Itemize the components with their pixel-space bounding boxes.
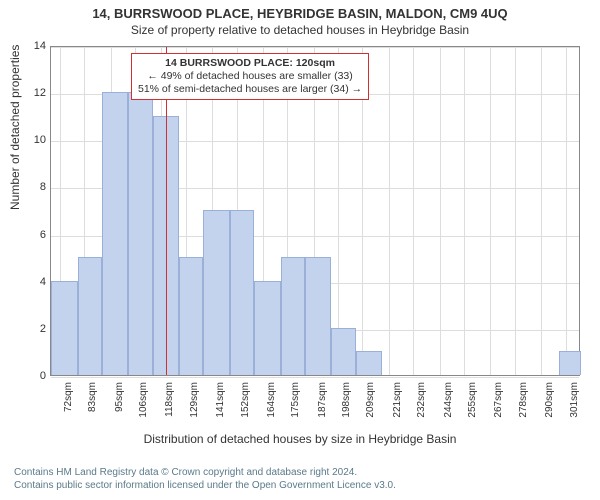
gridline-v <box>490 47 491 375</box>
histogram-bar <box>203 210 230 375</box>
annotation-line-1: 14 BURRSWOOD PLACE: 120sqm <box>138 57 362 70</box>
x-tick-label: 152sqm <box>240 382 251 422</box>
gridline-v <box>541 47 542 375</box>
x-tick-label: 106sqm <box>138 382 149 422</box>
chart-container: 14, BURRSWOOD PLACE, HEYBRIDGE BASIN, MA… <box>0 0 600 500</box>
x-tick-label: 232sqm <box>416 382 427 422</box>
histogram-bar <box>254 281 281 375</box>
chart-title: 14, BURRSWOOD PLACE, HEYBRIDGE BASIN, MA… <box>0 0 600 21</box>
histogram-bar <box>281 257 305 375</box>
y-tick-label: 10 <box>28 134 46 146</box>
histogram-bar <box>356 351 383 375</box>
histogram-bar <box>179 257 203 375</box>
gridline-v <box>413 47 414 375</box>
gridline-h <box>51 47 579 48</box>
x-tick-label: 301sqm <box>569 382 580 422</box>
footer: Contains HM Land Registry data © Crown c… <box>14 466 396 492</box>
x-tick-label: 278sqm <box>518 382 529 422</box>
x-tick-label: 72sqm <box>63 382 74 422</box>
histogram-bar <box>331 328 355 375</box>
x-tick-label: 267sqm <box>493 382 504 422</box>
x-tick-label: 198sqm <box>341 382 352 422</box>
y-tick-label: 12 <box>28 87 46 99</box>
y-tick-label: 8 <box>28 181 46 193</box>
plot-wrap: 14 BURRSWOOD PLACE: 120sqm← 49% of detac… <box>50 46 580 376</box>
x-tick-label: 244sqm <box>443 382 454 422</box>
histogram-bar <box>559 351 581 375</box>
x-tick-label: 95sqm <box>114 382 125 422</box>
gridline-h <box>51 377 579 378</box>
histogram-bar <box>128 92 152 375</box>
gridline-v <box>464 47 465 375</box>
x-tick-label: 83sqm <box>87 382 98 422</box>
x-tick-label: 255sqm <box>467 382 478 422</box>
x-axis-label: Distribution of detached houses by size … <box>0 432 600 446</box>
x-tick-label: 141sqm <box>215 382 226 422</box>
annotation-line-3: 51% of semi-detached houses are larger (… <box>138 83 362 96</box>
gridline-v <box>440 47 441 375</box>
x-tick-label: 118sqm <box>164 382 175 422</box>
x-tick-label: 209sqm <box>365 382 376 422</box>
y-axis-label: Number of detached properties <box>8 45 22 210</box>
gridline-v <box>566 47 567 375</box>
y-tick-label: 4 <box>28 276 46 288</box>
x-tick-label: 175sqm <box>290 382 301 422</box>
histogram-bar <box>230 210 254 375</box>
y-tick-label: 0 <box>28 370 46 382</box>
histogram-bar <box>78 257 102 375</box>
x-tick-label: 129sqm <box>189 382 200 422</box>
y-tick-label: 14 <box>28 40 46 52</box>
gridline-v <box>389 47 390 375</box>
footer-line-2: Contains public sector information licen… <box>14 479 396 492</box>
x-tick-label: 187sqm <box>317 382 328 422</box>
footer-line-1: Contains HM Land Registry data © Crown c… <box>14 466 396 479</box>
chart-subtitle: Size of property relative to detached ho… <box>0 21 600 37</box>
plot-area: 14 BURRSWOOD PLACE: 120sqm← 49% of detac… <box>50 46 580 376</box>
x-tick-label: 164sqm <box>266 382 277 422</box>
histogram-bar <box>305 257 332 375</box>
annotation-box: 14 BURRSWOOD PLACE: 120sqm← 49% of detac… <box>131 53 369 100</box>
y-tick-label: 6 <box>28 229 46 241</box>
histogram-bar <box>102 92 129 375</box>
y-tick-label: 2 <box>28 323 46 335</box>
x-tick-label: 290sqm <box>544 382 555 422</box>
histogram-bar <box>51 281 78 375</box>
gridline-v <box>515 47 516 375</box>
annotation-line-2: ← 49% of detached houses are smaller (33… <box>138 70 362 83</box>
x-tick-label: 221sqm <box>392 382 403 422</box>
